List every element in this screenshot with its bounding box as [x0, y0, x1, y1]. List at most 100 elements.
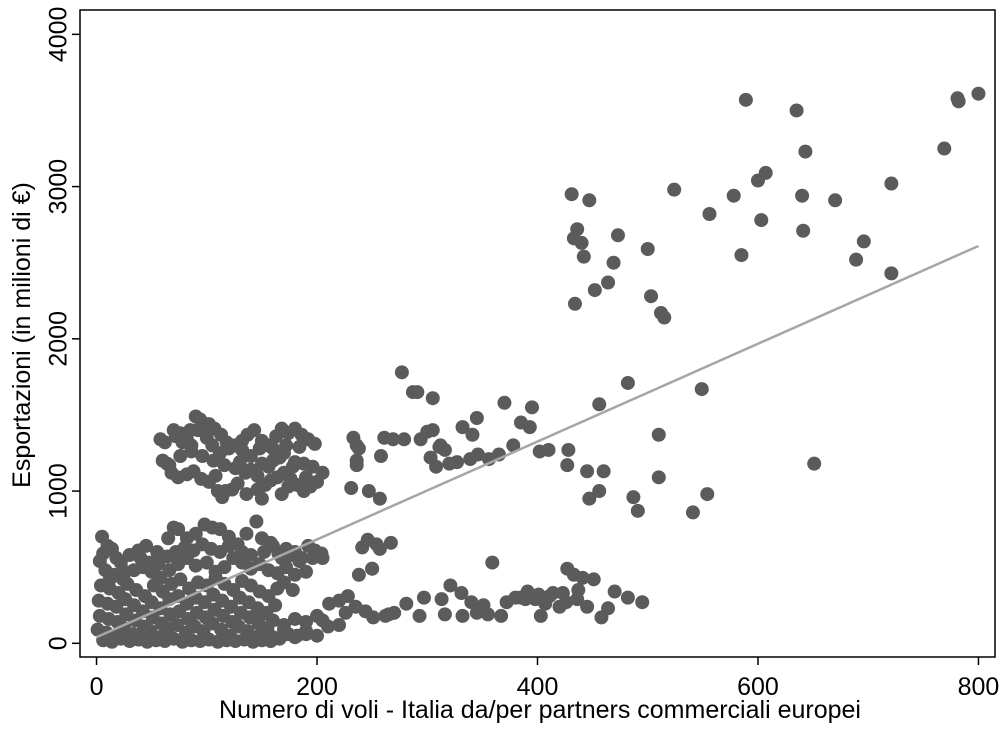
scatter-point — [610, 228, 625, 243]
scatter-point — [480, 607, 495, 622]
scatter-point — [188, 558, 203, 573]
x-axis-title: Numero di voli - Italia da/per partners … — [219, 696, 861, 724]
x-tick-label: 400 — [517, 673, 559, 701]
scatter-point — [640, 242, 655, 257]
scatter-point — [884, 266, 899, 281]
y-tick-label: 2000 — [45, 311, 73, 367]
scatter-point — [118, 564, 133, 579]
fit-line — [96, 244, 979, 639]
scatter-point — [518, 592, 533, 607]
scatter-point — [694, 382, 709, 397]
scatter-point — [469, 605, 484, 620]
scatter-point — [443, 578, 458, 593]
scatter-point — [506, 438, 521, 453]
scatter-point — [217, 560, 232, 575]
y-axis-title: Esportazioni (in milioni di €) — [8, 182, 36, 488]
scatter-point — [951, 94, 966, 109]
scatter-point — [606, 255, 621, 270]
y-tick-label: 0 — [45, 636, 73, 650]
scatter-point — [738, 92, 753, 107]
scatter-point — [795, 188, 810, 203]
scatter-point — [971, 86, 986, 101]
scatter-point — [249, 514, 264, 529]
scatter-point — [372, 541, 387, 556]
scatter-point — [239, 526, 254, 541]
scatter-point — [807, 456, 822, 471]
scatter-point — [538, 596, 553, 611]
scatter-point — [372, 491, 387, 506]
scatter-point — [274, 487, 289, 502]
scatter-point — [592, 397, 607, 412]
scatter-point — [567, 296, 582, 311]
scatter-point — [285, 459, 300, 474]
scatter-point — [394, 365, 409, 380]
scatter-point — [734, 248, 749, 263]
scatter-point — [582, 491, 597, 506]
scatter-point — [580, 599, 595, 614]
scatter-point — [310, 628, 325, 643]
scatter-point — [644, 289, 659, 304]
scatter-point — [221, 538, 236, 553]
scatter-point — [416, 590, 431, 605]
scatter-point — [545, 586, 560, 601]
scatter-point — [592, 484, 607, 499]
scatter-point — [575, 570, 590, 585]
scatter-point — [442, 456, 457, 471]
scatter-point — [230, 476, 245, 491]
scatter-point — [265, 441, 280, 456]
scatter-point — [635, 595, 650, 610]
scatter-point — [287, 567, 302, 582]
scatter-point — [287, 611, 302, 626]
scatter-point — [651, 427, 666, 442]
scatter-point — [173, 572, 188, 587]
scatter-point — [849, 252, 864, 267]
scatter-point — [254, 607, 269, 622]
x-tick-label: 600 — [737, 673, 779, 701]
scatter-point — [243, 548, 258, 562]
scatter-point — [685, 505, 700, 520]
scatter-point — [265, 538, 280, 553]
scatter-point — [139, 538, 154, 553]
scatter-point — [434, 592, 449, 607]
scatter-point — [287, 630, 302, 645]
scatter-point — [582, 193, 597, 208]
scatter-point — [796, 223, 811, 238]
scatter-point — [464, 595, 479, 610]
scatter-point — [405, 385, 420, 400]
scatter-point — [541, 442, 556, 457]
scatter-point — [235, 442, 250, 457]
scatter-point — [626, 490, 641, 505]
scatter-point — [321, 619, 336, 634]
scatter-point — [349, 458, 364, 473]
scatter-point — [702, 207, 717, 221]
scatter-point — [726, 188, 741, 203]
scatter-point — [173, 449, 188, 464]
scatter-point — [228, 461, 243, 476]
scatter-point — [700, 487, 715, 502]
scatter-point — [265, 613, 280, 628]
scatter-point — [219, 435, 234, 450]
scatter-point — [423, 450, 438, 465]
scatter-point — [607, 584, 622, 599]
scatter-point — [789, 103, 804, 118]
scatter-point — [533, 608, 548, 623]
scatter-point — [437, 607, 452, 622]
scatter-point — [657, 310, 672, 325]
scatter-point — [213, 446, 228, 460]
scatter-point — [338, 605, 353, 620]
scatter-point — [292, 439, 307, 454]
scatter-point — [298, 564, 313, 579]
scatter-point — [268, 598, 283, 613]
scatter-point — [412, 608, 427, 623]
scatter-point — [171, 522, 186, 537]
scatter-point — [381, 607, 396, 622]
scatter-point — [454, 586, 469, 601]
scatter-point — [250, 468, 265, 483]
scatter-point — [208, 468, 223, 483]
scatter-point — [314, 546, 329, 561]
scatter-point — [601, 275, 616, 290]
plot-frame — [79, 9, 996, 658]
scatter-point — [340, 589, 355, 604]
scatter-point — [298, 627, 313, 642]
